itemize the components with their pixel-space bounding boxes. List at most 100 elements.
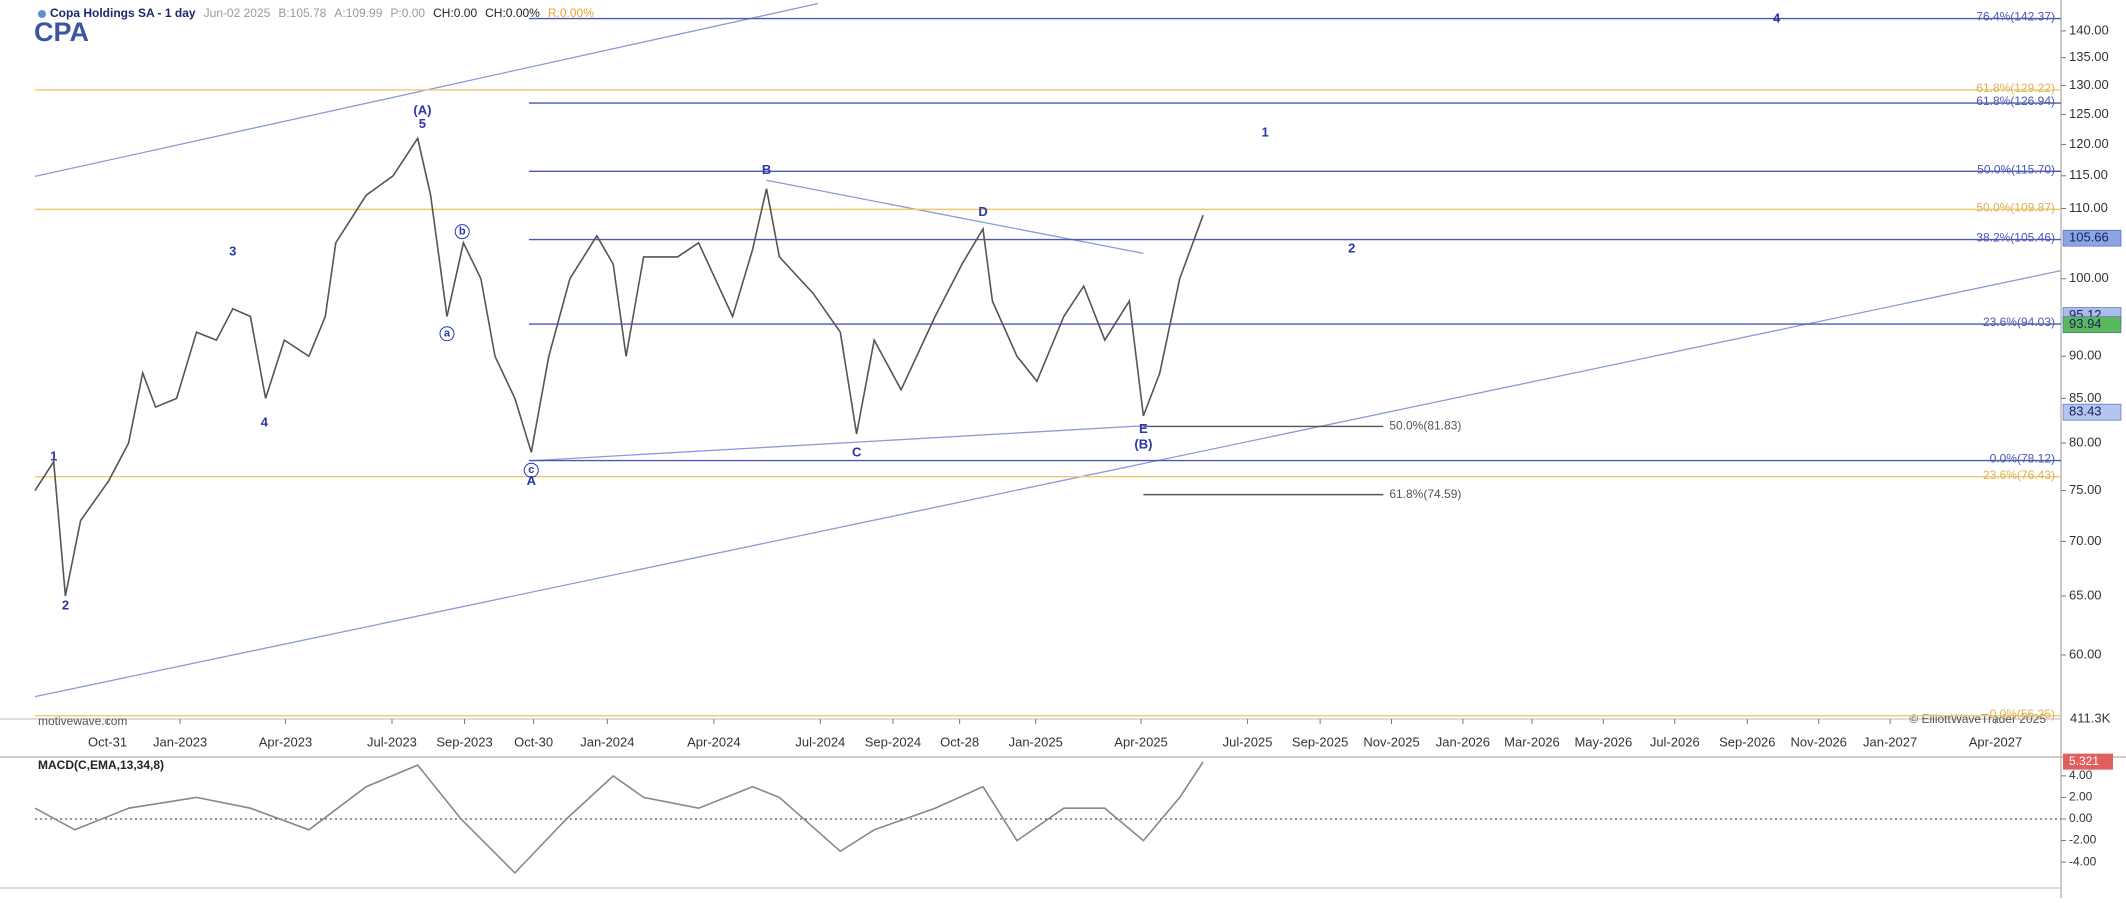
symbol-dot: [38, 10, 46, 18]
y-tick-label: 0.00: [2069, 811, 2093, 825]
price-tag: [2062, 229, 2122, 247]
price-tag: [2062, 403, 2122, 421]
header: Copa Holdings SA - 1 day Jun-02 2025 B:105…: [50, 6, 594, 20]
wave-circle: [523, 462, 539, 478]
fib-label: 61.8%(74.59): [1389, 487, 1461, 501]
fib-label: 50.0%(115.70): [1977, 162, 2055, 176]
last-value-label: 5.321: [2069, 754, 2099, 768]
fib-label: 61.8%(129.22): [1976, 81, 2055, 95]
price-line: [34, 761, 1204, 875]
quote-field: B:105.78: [278, 6, 326, 20]
fib-label: 76.4%(142.37): [1976, 10, 2055, 24]
x-tick-label: Jan-2023: [153, 734, 207, 749]
wave-label: C: [852, 445, 862, 460]
wave-circle: [454, 224, 470, 240]
quote-field: R:0.00%: [548, 6, 594, 20]
x-tick-label: May-2026: [1574, 734, 1632, 749]
y-tick-label: 115.00: [2069, 167, 2108, 182]
wave-label: 1: [1261, 124, 1268, 139]
fib-label: 61.8%(126.94): [1976, 94, 2055, 108]
y-tick-label: 135.00: [2069, 49, 2109, 64]
wave-label: (B): [1134, 436, 1152, 451]
y-tick-label: 100.00: [2069, 270, 2109, 285]
y-tick-label: 75.00: [2069, 482, 2102, 497]
wave-label: (A): [413, 102, 431, 117]
quote-field: CH:0.00%: [485, 6, 540, 20]
trendline: [34, 270, 2062, 698]
fib-label: 38.2%(105.46): [1976, 231, 2055, 245]
macd-title: MACD(C,EMA,13,34,8): [38, 758, 164, 772]
y-tick-label: -4.00: [2069, 854, 2097, 868]
y-tick-label: 140.00: [2069, 22, 2109, 37]
wave-label: 1: [50, 448, 57, 463]
y-tick-label: 120.00: [2069, 136, 2109, 151]
fib-label: 50.0%(109.87): [1976, 201, 2055, 215]
wave-label: 3: [229, 243, 236, 258]
x-tick-label: Jan-2024: [580, 734, 634, 749]
x-tick-label: Jul-2026: [1650, 734, 1700, 749]
x-tick-label: Jul-2025: [1223, 734, 1273, 749]
x-tick-label: Jul-2023: [367, 734, 417, 749]
last-value-tag: [2063, 753, 2113, 770]
y-tick-label: 110.00: [2069, 200, 2108, 215]
x-tick-label: Sep-2023: [436, 734, 492, 749]
y-tick-label: -2.00: [2069, 833, 2097, 847]
trendline: [766, 179, 1144, 255]
x-tick-label: Sep-2025: [1292, 734, 1348, 749]
wave-label: a: [444, 328, 451, 340]
price-tag: [2062, 316, 2122, 334]
quote-field: Jun-02 2025: [204, 6, 271, 20]
x-tick-label: Nov-2026: [1791, 734, 1847, 749]
wave-label: 4: [1773, 10, 1781, 25]
quote-field: A:109.99: [334, 6, 382, 20]
y-tick-label: 4.00: [2069, 768, 2093, 782]
volume-label: 411.3K: [2070, 710, 2111, 725]
y-tick-label: 85.00: [2069, 390, 2102, 405]
y-tick-label: 90.00: [2069, 348, 2102, 363]
x-tick-label: Apr-2025: [1114, 734, 1167, 749]
y-tick-label: 2.00: [2069, 790, 2093, 804]
wave-label: 5: [419, 116, 426, 131]
wave-circle: [439, 326, 455, 342]
fib-label: 50.0%(81.83): [1389, 419, 1461, 433]
wave-label: 2: [62, 598, 69, 613]
wave-label: B: [762, 162, 771, 177]
watermark: motivewave.com: [38, 714, 127, 728]
x-tick-label: Mar-2026: [1504, 734, 1560, 749]
price-tag-label: 105.66: [2069, 230, 2109, 245]
fib-label: 0.0%(78.12): [1990, 452, 2055, 466]
x-tick-label: Oct-30: [514, 734, 553, 749]
chart-title: Copa Holdings SA - 1 day: [50, 6, 196, 20]
y-tick-label: 125.00: [2069, 106, 2109, 121]
x-tick-label: Sep-2024: [865, 734, 921, 749]
wave-label: D: [978, 204, 987, 219]
x-tick-label: Sep-2026: [1719, 734, 1775, 749]
price-tag-label: 83.43: [2069, 404, 2102, 419]
x-tick-label: Jul-2024: [795, 734, 845, 749]
price-line: [34, 136, 1204, 597]
wave-label: b: [459, 226, 466, 238]
y-tick-label: 70.00: [2069, 533, 2102, 548]
quote-field: CH:0.00: [433, 6, 477, 20]
wave-label: 2: [1348, 241, 1355, 256]
trendline: [531, 425, 1144, 462]
wave-label: E: [1139, 421, 1148, 436]
y-tick-label: 130.00: [2069, 77, 2109, 92]
x-tick-label: Apr-2027: [1969, 734, 2022, 749]
x-tick-label: Oct-31: [88, 734, 127, 749]
quote-field: P:0.00: [390, 6, 425, 20]
y-tick-label: 60.00: [2069, 646, 2102, 661]
x-tick-label: Nov-2025: [1363, 734, 1419, 749]
x-tick-label: Jan-2027: [1863, 734, 1917, 749]
fib-label: 0.0%(55.25): [1990, 707, 2055, 721]
wave-label: c: [528, 464, 534, 476]
x-tick-label: Jan-2026: [1436, 734, 1490, 749]
symbol: CPA: [34, 17, 89, 47]
x-tick-label: Apr-2024: [687, 734, 740, 749]
fib-label: 23.6%(76.43): [1983, 468, 2055, 482]
x-tick-label: Apr-2023: [259, 734, 312, 749]
y-tick-label: 65.00: [2069, 587, 2102, 602]
wave-label: A: [527, 473, 537, 488]
